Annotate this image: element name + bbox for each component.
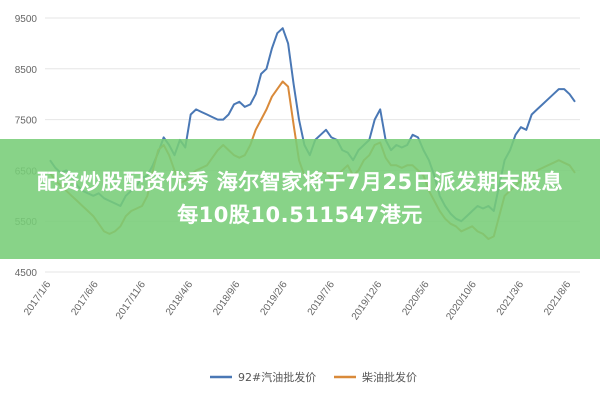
x-tick-label-9: 2020/10/6 [444, 279, 479, 322]
x-tick-label-1: 2017/6/6 [69, 279, 101, 318]
x-tick-label-8: 2020/5/6 [400, 279, 432, 318]
y-tick-label-7500: 7500 [15, 116, 38, 127]
x-tick-label-5: 2019/2/6 [258, 279, 290, 318]
x-tick-label-11: 2021/8/6 [542, 279, 574, 318]
x-tick-label-6: 2019/7/6 [306, 279, 338, 318]
headline-line-2: 每10股10.511547港元 [177, 203, 423, 227]
x-tick-label-3: 2018/4/6 [164, 279, 196, 318]
legend: 92#汽油批发价 柴油批发价 [210, 370, 417, 384]
x-tick-label-4: 2018/9/6 [211, 279, 243, 318]
x-tick-label-2: 2017/11/6 [114, 279, 148, 322]
headline-line-1: 配资炒股配资优秀 海尔智家将于7月25日派发期末股息 [36, 170, 564, 194]
legend-label-92-gasoline: 92#汽油批发价 [238, 370, 316, 384]
x-axis-ticks: 2017/1/6 2017/6/6 2017/11/6 2018/4/6 2018/9/… [22, 279, 574, 322]
headline-banner: 配资炒股配资优秀 海尔智家将于7月25日派发期末股息 每10股10.511547… [0, 139, 600, 259]
legend-label-diesel: 柴油批发价 [362, 370, 417, 384]
x-tick-label-0: 2017/1/6 [22, 279, 54, 318]
x-tick-label-7: 2019/12/6 [350, 279, 385, 322]
y-tick-label-4500: 4500 [15, 268, 38, 279]
x-tick-label-10: 2021/3/6 [495, 279, 527, 318]
y-tick-label-9500: 9500 [15, 14, 38, 25]
y-tick-label-8500: 8500 [15, 65, 38, 76]
